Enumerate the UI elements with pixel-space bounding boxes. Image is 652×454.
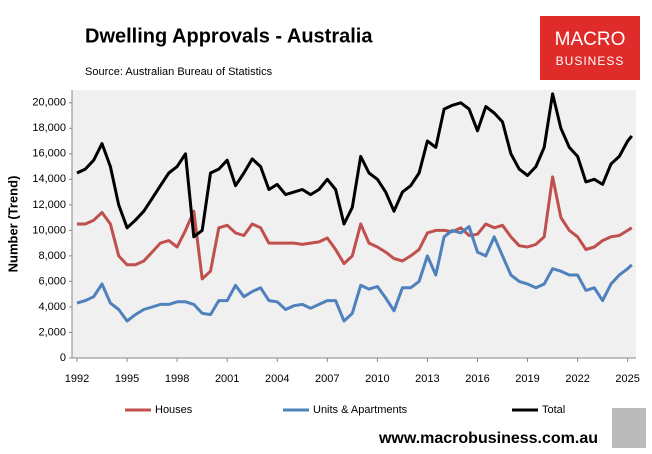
series-line	[76, 92, 633, 239]
chart-subtitle: Source: Australian Bureau of Statistics	[85, 66, 273, 78]
y-tick-label: 8,000	[38, 250, 66, 262]
y-tick-label: 16,000	[32, 148, 66, 160]
y-tick-label: 4,000	[38, 301, 66, 313]
plot-area	[72, 90, 636, 358]
legend-label: Units & Apartments	[313, 404, 408, 416]
y-axis-label: Number (Trend)	[5, 176, 20, 273]
x-tick-label: 1998	[165, 373, 189, 385]
legend-label: Houses	[155, 404, 193, 416]
logo-icon	[612, 408, 646, 448]
y-tick-label: 20,000	[32, 97, 66, 109]
y-tick-label: 12,000	[32, 199, 66, 211]
y-tick-label: 0	[60, 352, 66, 364]
x-tick-label: 2010	[365, 373, 389, 385]
logo-text: MACRO	[555, 29, 626, 50]
logo-box	[540, 16, 640, 80]
chart-title: Dwelling Approvals - Australia	[85, 25, 373, 47]
x-tick-label: 2019	[515, 373, 539, 385]
y-tick-label: 10,000	[32, 224, 66, 236]
x-tick-label: 2022	[565, 373, 589, 385]
x-tick-label: 1995	[115, 373, 139, 385]
series-line	[76, 225, 633, 323]
x-tick-label: 2007	[315, 373, 339, 385]
x-tick-label: 1992	[65, 373, 89, 385]
x-tick-label: 2013	[415, 373, 439, 385]
y-tick-label: 14,000	[32, 173, 66, 185]
x-tick-label: 2001	[215, 373, 239, 385]
x-tick-label: 2004	[265, 373, 289, 385]
footer: www.macrobusiness.com.au	[378, 430, 598, 447]
legend-label: Total	[542, 404, 565, 416]
x-tick-label: 2025	[615, 373, 639, 385]
y-tick-label: 18,000	[32, 122, 66, 134]
y-tick-label: 6,000	[38, 275, 66, 287]
logo-text: BUSINESS	[556, 54, 625, 68]
x-tick-label: 2016	[465, 373, 489, 385]
y-tick-label: 2,000	[38, 326, 66, 338]
series-line	[77, 175, 633, 281]
